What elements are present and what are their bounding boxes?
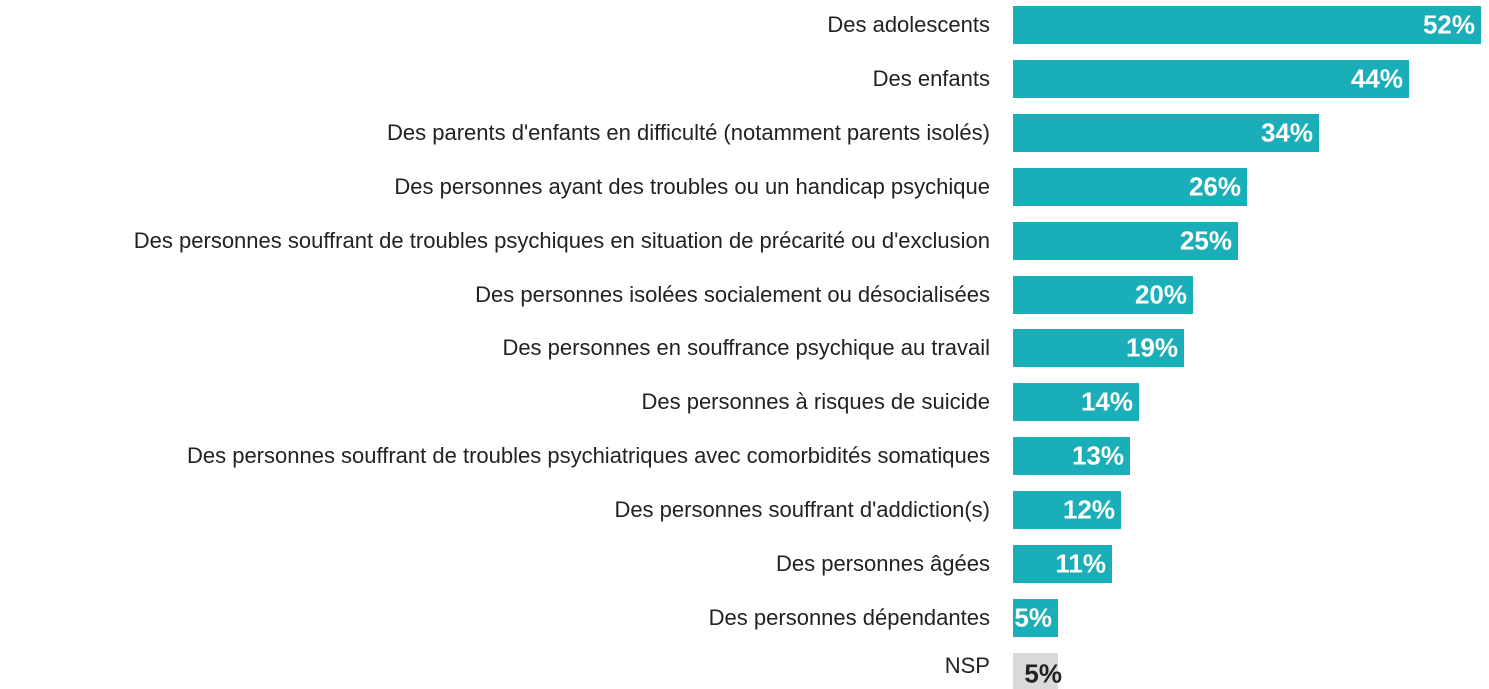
bar bbox=[1013, 113, 1319, 152]
bar bbox=[1013, 6, 1481, 44]
category-label: Des enfants bbox=[872, 65, 990, 91]
bar bbox=[1013, 598, 1058, 637]
category-label: Des personnes à risques de suicide bbox=[641, 389, 990, 415]
bar bbox=[1013, 652, 1058, 689]
category-label: Des personnes ayant des troubles ou un h… bbox=[394, 173, 990, 199]
category-label: Des parents d'enfants en difficulté (not… bbox=[386, 119, 990, 145]
bar bbox=[1013, 59, 1409, 98]
category-label: Des personnes dépendantes bbox=[708, 604, 990, 630]
bar bbox=[1013, 437, 1130, 476]
category-label: Des adolescents bbox=[827, 12, 990, 37]
value-label: 26% bbox=[1188, 171, 1241, 202]
bar bbox=[1013, 491, 1121, 530]
category-label: Des personnes en souffrance psychique au… bbox=[502, 335, 990, 361]
value-label: 11% bbox=[1055, 548, 1106, 579]
category-label: Des personnes souffrant de troubles psyc… bbox=[186, 443, 990, 469]
bar bbox=[1013, 329, 1184, 368]
value-label: 52% bbox=[1422, 9, 1475, 40]
value-label: 25% bbox=[1179, 225, 1232, 256]
value-label: 20% bbox=[1134, 279, 1187, 309]
bar bbox=[1013, 275, 1193, 314]
value-label: 12% bbox=[1062, 494, 1115, 525]
value-label: 5% bbox=[1014, 602, 1052, 633]
bar bbox=[1013, 545, 1112, 583]
category-label: Des personnes isolées socialement ou dés… bbox=[475, 281, 990, 307]
value-label: 13% bbox=[1071, 440, 1124, 471]
value-label: 34% bbox=[1260, 117, 1313, 148]
value-label: 44% bbox=[1350, 63, 1403, 94]
bar bbox=[1013, 383, 1139, 422]
bar bbox=[1013, 167, 1247, 206]
value-label: 14% bbox=[1080, 386, 1133, 417]
category-label: Des personnes souffrant de troubles psyc… bbox=[133, 227, 990, 253]
category-label: Des personnes âgées bbox=[775, 551, 990, 576]
category-label: Des personnes souffrant d'addiction(s) bbox=[614, 497, 990, 523]
value-label: 19% bbox=[1125, 332, 1178, 363]
value-label: 5% bbox=[1024, 658, 1062, 689]
category-label: NSP bbox=[944, 652, 990, 678]
bar bbox=[1013, 221, 1238, 260]
